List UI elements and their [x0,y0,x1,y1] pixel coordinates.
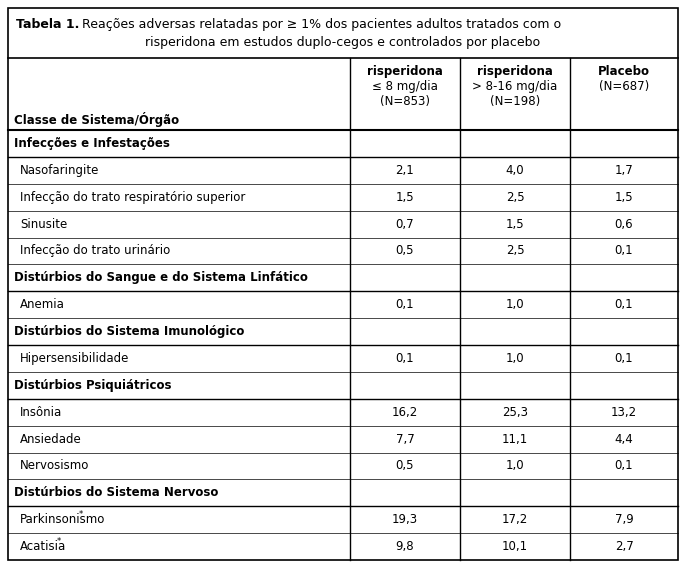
Text: 2,1: 2,1 [396,164,414,177]
Text: 4,4: 4,4 [615,433,633,445]
Text: *: * [78,511,83,519]
Text: 1,0: 1,0 [506,352,524,365]
Text: 25,3: 25,3 [502,406,528,419]
Text: Sinusite: Sinusite [20,218,67,231]
Text: 1,5: 1,5 [506,218,524,231]
Text: 1,0: 1,0 [506,460,524,473]
Text: Ansiedade: Ansiedade [20,433,82,445]
Text: 0,1: 0,1 [615,352,633,365]
Text: Reações adversas relatadas por ≥ 1% dos pacientes adultos tratados com o: Reações adversas relatadas por ≥ 1% dos … [66,18,561,31]
Text: 1,5: 1,5 [615,191,633,204]
Text: 2,7: 2,7 [615,540,633,553]
Text: Hipersensibilidade: Hipersensibilidade [20,352,130,365]
Text: Nervosismo: Nervosismo [20,460,89,473]
Text: 1,7: 1,7 [615,164,633,177]
Text: Acatisia: Acatisia [20,540,67,553]
Text: 2,5: 2,5 [506,191,524,204]
Text: (N=853): (N=853) [380,95,430,108]
Text: 13,2: 13,2 [611,406,637,419]
Text: Nasofaringite: Nasofaringite [20,164,99,177]
Text: 0,7: 0,7 [396,218,414,231]
Text: 0,1: 0,1 [615,460,633,473]
Text: Distúrbios do Sangue e do Sistema Linfático: Distúrbios do Sangue e do Sistema Linfát… [14,272,308,285]
Text: 17,2: 17,2 [502,513,528,526]
Text: 0,5: 0,5 [396,460,414,473]
Text: 9,8: 9,8 [396,540,414,553]
Text: Anemia: Anemia [20,298,65,311]
Text: 0,1: 0,1 [615,298,633,311]
Text: risperidona: risperidona [477,65,553,78]
Text: Infecções e Infestações: Infecções e Infestações [14,137,170,150]
Text: 10,1: 10,1 [502,540,528,553]
Text: 11,1: 11,1 [502,433,528,445]
Text: 16,2: 16,2 [392,406,418,419]
Text: Infecção do trato respiratório superior: Infecção do trato respiratório superior [20,191,246,204]
Text: Classe de Sistema/Órgão: Classe de Sistema/Órgão [14,112,179,127]
Text: 0,5: 0,5 [396,244,414,257]
Text: 2,5: 2,5 [506,244,524,257]
Text: Placebo: Placebo [598,65,650,78]
Text: Insônia: Insônia [20,406,62,419]
Text: 0,1: 0,1 [396,352,414,365]
Text: Distúrbios do Sistema Imunológico: Distúrbios do Sistema Imunológico [14,325,244,338]
Text: risperidona: risperidona [367,65,443,78]
Text: Infecção do trato urinário: Infecção do trato urinário [20,244,170,257]
Text: > 8-16 mg/dia: > 8-16 mg/dia [473,80,558,93]
Text: (N=687): (N=687) [599,80,649,93]
Text: 19,3: 19,3 [392,513,418,526]
Text: 7,9: 7,9 [615,513,633,526]
Text: ≤ 8 mg/dia: ≤ 8 mg/dia [372,80,438,93]
Text: Distúrbios do Sistema Nervoso: Distúrbios do Sistema Nervoso [14,486,218,499]
Text: risperidona em estudos duplo-cegos e controlados por placebo: risperidona em estudos duplo-cegos e con… [145,36,541,49]
Text: 0,6: 0,6 [615,218,633,231]
Text: 1,0: 1,0 [506,298,524,311]
Text: Parkinsonismo: Parkinsonismo [20,513,106,526]
Text: 1,5: 1,5 [396,191,414,204]
Text: 0,1: 0,1 [396,298,414,311]
Text: *: * [56,537,60,546]
Text: 7,7: 7,7 [396,433,414,445]
Text: 4,0: 4,0 [506,164,524,177]
Text: Distúrbios Psiquiátricos: Distúrbios Psiquiátricos [14,379,172,392]
Text: (N=198): (N=198) [490,95,540,108]
Text: Tabela 1.: Tabela 1. [16,18,80,31]
Text: 0,1: 0,1 [615,244,633,257]
